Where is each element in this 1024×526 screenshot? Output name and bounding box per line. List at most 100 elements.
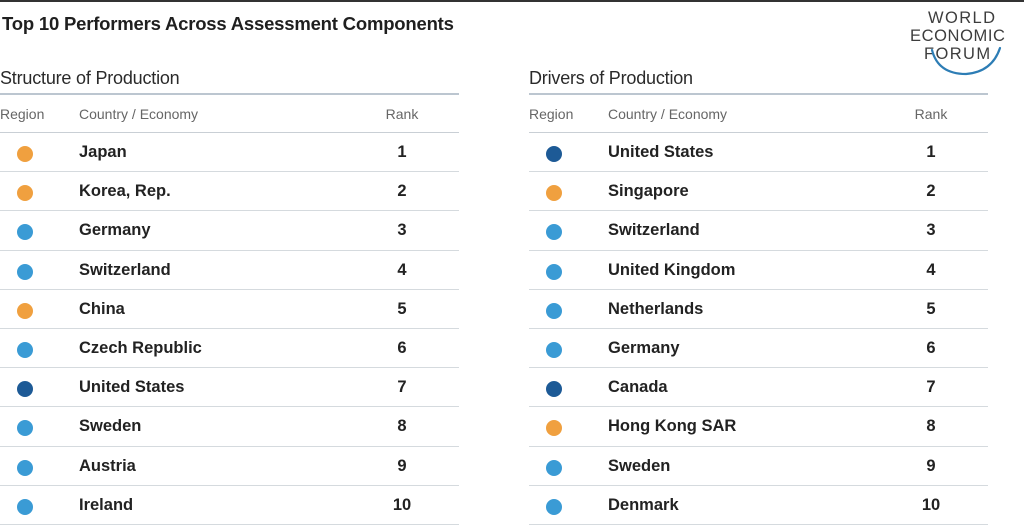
panel-divider xyxy=(529,93,988,95)
table-row: Sweden 9 xyxy=(529,447,988,486)
rank-value: 3 xyxy=(926,221,936,240)
table-row: Ireland 10 xyxy=(0,486,459,525)
table-row: United States 1 xyxy=(529,133,988,173)
table-row: Germany 6 xyxy=(529,329,988,369)
region-dot-icon xyxy=(17,341,33,358)
country-name: Switzerland xyxy=(79,260,171,279)
country-name: Singapore xyxy=(608,182,689,201)
drivers-of-production-panel: Drivers of Production Region Country / E… xyxy=(529,66,989,525)
panel-title: Drivers of Production xyxy=(529,68,693,88)
logo-text-line-2: ECONOMIC xyxy=(910,27,1006,45)
region-dot-icon xyxy=(17,381,33,398)
rank-value: 10 xyxy=(921,495,941,514)
table-row: China 5 xyxy=(0,290,459,329)
logo-text-line-1: WORLD xyxy=(928,9,997,27)
table-header: Region Country / Economy Rank xyxy=(0,95,459,133)
rank-value: 6 xyxy=(397,338,407,357)
country-name: United States xyxy=(608,143,714,161)
rank-value: 2 xyxy=(397,182,407,201)
region-dot-icon xyxy=(17,185,33,202)
country-name: Ireland xyxy=(79,495,134,514)
rank-column-header: Rank xyxy=(914,106,948,122)
region-dot-icon xyxy=(546,185,562,202)
table-body: United States 1 Singapore 2 Switzerland 3 Unit… xyxy=(529,133,989,525)
region-column-header: Region xyxy=(0,106,45,122)
rank-value: 8 xyxy=(926,417,936,436)
table-row: United Kingdom 4 xyxy=(529,251,988,290)
table-row: Japan 1 xyxy=(0,133,459,173)
country-name: Germany xyxy=(608,338,680,357)
rank-value: 9 xyxy=(926,456,936,475)
country-name: Germany xyxy=(79,221,151,240)
table-row: Korea, Rep. 2 xyxy=(0,172,459,212)
rank-column-header: Rank xyxy=(385,106,419,122)
table-row: Singapore 2 xyxy=(529,172,988,212)
country-name: Denmark xyxy=(608,495,679,514)
rank-value: 3 xyxy=(397,221,407,240)
region-dot-icon xyxy=(17,263,33,280)
table-row: Denmark 10 xyxy=(529,486,988,525)
region-dot-icon xyxy=(546,459,562,476)
country-name: Canada xyxy=(608,378,668,397)
rank-value: 4 xyxy=(397,260,407,279)
region-dot-icon xyxy=(546,381,562,398)
table-row: Germany 3 xyxy=(0,211,459,251)
country-name: Netherlands xyxy=(608,299,704,318)
table-row: Sweden 8 xyxy=(0,407,459,447)
country-name: Hong Kong SAR xyxy=(608,417,737,436)
country-name: China xyxy=(79,299,125,318)
rank-value: 9 xyxy=(397,456,407,475)
country-name: Switzerland xyxy=(608,221,700,240)
region-dot-icon xyxy=(546,302,562,319)
table-row: United States 7 xyxy=(0,368,459,408)
region-dot-icon xyxy=(546,420,562,437)
structure-of-production-panel: Structure of Production Region Country /… xyxy=(0,66,460,525)
table-body: Japan 1 Korea, Rep. 2 Germany 3 Switzerland 4 Ch… xyxy=(0,133,460,525)
rank-value: 6 xyxy=(926,338,936,357)
region-column-header: Region xyxy=(529,106,574,122)
rank-value: 1 xyxy=(926,143,936,161)
country-name: Korea, Rep. xyxy=(79,182,171,201)
table-header: Region Country / Economy Rank xyxy=(529,95,988,133)
table-row: Canada 7 xyxy=(529,368,988,408)
top-rule xyxy=(0,0,1024,2)
rank-value: 8 xyxy=(397,417,407,436)
page-title: Top 10 Performers Across Assessment Comp… xyxy=(2,13,454,34)
country-name: Czech Republic xyxy=(79,338,202,357)
rank-value: 1 xyxy=(397,143,407,161)
rank-value: 5 xyxy=(397,299,407,318)
country-name: United Kingdom xyxy=(608,260,736,279)
rank-value: 7 xyxy=(397,378,407,397)
country-column-header: Country / Economy xyxy=(608,106,728,122)
panel-divider xyxy=(0,93,459,95)
country-name: Sweden xyxy=(79,417,142,436)
table-row: Switzerland 3 xyxy=(529,211,988,251)
wef-logo: WORLD ECONOMIC FORUM xyxy=(908,8,1020,80)
table-row: Hong Kong SAR 8 xyxy=(529,407,988,447)
region-dot-icon xyxy=(17,146,33,162)
country-name: Sweden xyxy=(608,456,671,475)
country-column-header: Country / Economy xyxy=(79,106,199,122)
rank-value: 10 xyxy=(392,495,412,514)
rank-value: 5 xyxy=(926,299,936,318)
region-dot-icon xyxy=(546,263,562,280)
table-row: Austria 9 xyxy=(0,447,459,486)
region-dot-icon xyxy=(17,420,33,437)
region-dot-icon xyxy=(546,146,562,162)
region-dot-icon xyxy=(17,302,33,319)
region-dot-icon xyxy=(17,459,33,476)
region-dot-icon xyxy=(546,498,562,515)
logo-text-line-3: FORUM xyxy=(924,45,992,63)
panel-title: Structure of Production xyxy=(0,68,180,88)
rank-value: 2 xyxy=(926,182,936,201)
table-row: Switzerland 4 xyxy=(0,251,459,290)
region-dot-icon xyxy=(17,224,33,241)
logo-arc-icon xyxy=(930,46,1002,76)
country-name: Japan xyxy=(79,143,127,161)
rank-value: 7 xyxy=(926,378,936,397)
table-row: Czech Republic 6 xyxy=(0,329,459,369)
region-dot-icon xyxy=(546,224,562,241)
region-dot-icon xyxy=(546,341,562,358)
country-name: United States xyxy=(79,378,185,397)
rank-value: 4 xyxy=(926,260,936,279)
